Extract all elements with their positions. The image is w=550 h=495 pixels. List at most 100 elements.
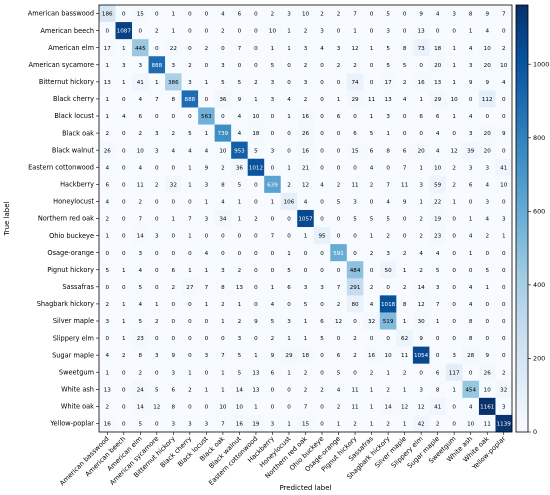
cell-value: 5	[188, 131, 192, 137]
heatmap-cell	[379, 39, 397, 57]
heatmap-cell	[198, 158, 215, 177]
cell-value: 0	[452, 131, 456, 137]
heatmap-cell	[181, 73, 199, 91]
y-tick-label: Eastern cottonwood	[28, 163, 94, 171]
cell-value: 2	[139, 200, 143, 206]
heatmap-cell	[148, 312, 166, 330]
cell-value: 3	[469, 131, 473, 137]
heatmap-cell	[181, 107, 199, 125]
cell-value: 10	[137, 148, 145, 154]
cell-value: 1	[370, 234, 374, 240]
cell-value: 2	[403, 80, 407, 86]
cell-value: 0	[105, 29, 109, 35]
y-tick-label: Black locust	[54, 112, 94, 120]
cell-value: 26	[302, 131, 310, 137]
cell-value: 5	[386, 217, 390, 223]
cell-value: 0	[221, 234, 225, 240]
cell-value: 0	[320, 114, 324, 120]
cell-value: 2	[155, 319, 159, 325]
heatmap-cell	[445, 73, 463, 91]
cell-value: 6	[172, 387, 176, 393]
heatmap-cell	[115, 397, 133, 416]
cell-value: 30	[418, 319, 426, 325]
heatmap-cell	[264, 124, 282, 142]
cell-value: 0	[452, 302, 456, 308]
heatmap-cell	[165, 414, 182, 433]
cell-value: 0	[122, 182, 126, 188]
cell-value: 1	[287, 46, 291, 52]
heatmap-cell	[445, 209, 463, 228]
cell-value: 0	[320, 217, 324, 223]
heatmap-cell	[264, 5, 282, 23]
heatmap-cell	[363, 22, 381, 40]
heatmap-cell	[165, 73, 182, 91]
heatmap-cell	[247, 107, 265, 125]
heatmap-cell	[429, 329, 447, 347]
heatmap-cell	[363, 261, 381, 279]
cell-value: 0	[122, 234, 126, 240]
cell-value: 186	[102, 12, 113, 18]
cell-value: 0	[452, 422, 456, 428]
heatmap-cell	[148, 244, 166, 262]
heatmap-cell	[99, 363, 116, 382]
cell-value: 1	[353, 29, 357, 35]
heatmap-cell	[429, 227, 447, 245]
cell-value: 4	[419, 251, 423, 257]
heatmap-cell	[280, 192, 298, 211]
heatmap-cell	[478, 329, 496, 347]
heatmap-cell	[231, 295, 248, 313]
heatmap-cell	[231, 141, 248, 160]
heatmap-cell	[280, 295, 298, 313]
heatmap-cell	[445, 90, 463, 108]
heatmap-cell	[148, 158, 166, 177]
cell-value: 0	[304, 268, 308, 274]
cell-value: 4	[139, 268, 143, 274]
cell-value: 0	[238, 29, 242, 35]
heatmap-cell	[445, 22, 463, 40]
heatmap-cell	[478, 175, 496, 194]
cell-value: 14	[385, 404, 393, 410]
cell-value: 0	[205, 63, 209, 69]
heatmap-cell	[165, 363, 182, 382]
heatmap-cell	[346, 346, 364, 364]
heatmap-cell	[132, 175, 149, 194]
heatmap-cell	[264, 397, 282, 416]
heatmap-cell	[165, 39, 182, 57]
heatmap-cell	[495, 380, 513, 399]
heatmap-cell	[346, 244, 364, 262]
heatmap-cell	[115, 141, 133, 160]
heatmap-cell	[181, 244, 199, 262]
heatmap-cell	[445, 39, 463, 57]
heatmap-cell	[346, 209, 364, 228]
cell-value: 11	[401, 182, 409, 188]
heatmap-cell	[330, 397, 348, 416]
heatmap-cell	[462, 227, 480, 245]
cell-value: 4	[337, 387, 341, 393]
heatmap-cell	[379, 90, 397, 108]
heatmap-cell	[313, 73, 331, 91]
heatmap-cell	[346, 56, 364, 74]
cell-value: 73	[418, 46, 426, 52]
cell-value: 1	[122, 46, 126, 52]
heatmap-cell	[462, 90, 480, 108]
heatmap-cell	[462, 380, 480, 399]
cell-value: 0	[287, 148, 291, 154]
cell-value: 9	[205, 165, 209, 171]
cell-value: 5	[238, 80, 242, 86]
heatmap-cell	[132, 22, 149, 40]
heatmap-cell	[264, 90, 282, 108]
cell-value: 1018	[381, 302, 396, 308]
cell-value: 0	[320, 148, 324, 154]
cell-value: 11	[351, 404, 359, 410]
cell-value: 0	[502, 353, 506, 359]
cell-value: 10	[302, 12, 310, 18]
heatmap-cell	[478, 346, 496, 364]
heatmap-cell	[264, 312, 282, 330]
cell-value: 3	[469, 63, 473, 69]
heatmap-cell	[247, 414, 265, 433]
cell-value: 0	[320, 63, 324, 69]
cell-value: 0	[254, 12, 258, 18]
cell-value: 2	[254, 80, 258, 86]
cell-value: 1	[155, 80, 159, 86]
